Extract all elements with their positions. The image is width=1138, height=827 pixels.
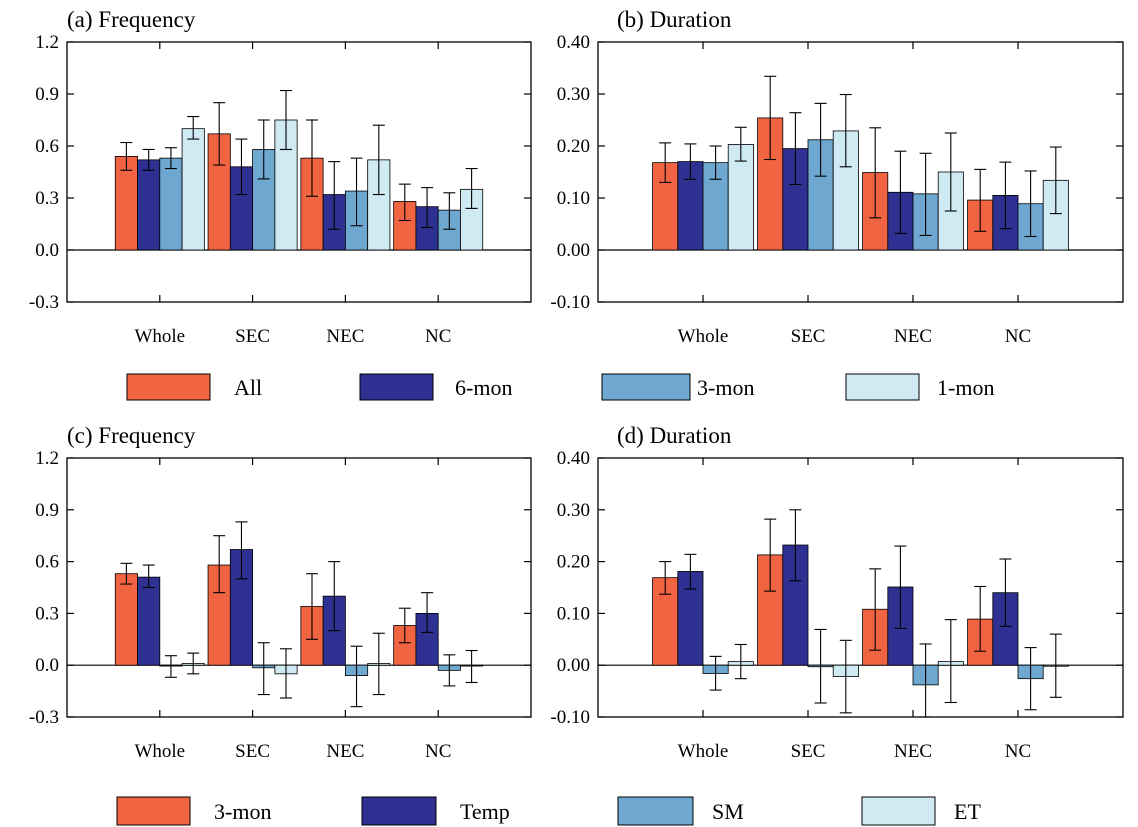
legend-swatch (361, 796, 437, 826)
legend-1: All 6-mon 3-mon 1-mon (126, 373, 994, 401)
y-tick-label: 0.20 (557, 552, 590, 573)
y-tick-label: 0.0 (35, 240, 59, 261)
legend-swatch (359, 373, 434, 401)
panel-title: (a) Frequency (67, 7, 196, 32)
plot-frame (66, 41, 532, 303)
y-tick-label: 0.00 (557, 655, 590, 676)
y-tick-label: 0.3 (35, 603, 59, 624)
legend-label: Temp (460, 799, 510, 824)
chart-panel-2: (b) Duration -0.10 0.00 0.10 0.20 0.30 0.40 Who… (550, 7, 1124, 347)
bar (727, 144, 754, 251)
category-label: SEC (791, 326, 826, 347)
category-label: NEC (894, 741, 932, 762)
category-label: NC (1005, 326, 1031, 347)
legend-label: ET (954, 799, 981, 824)
bar (114, 573, 138, 666)
plot-frame (597, 41, 1124, 303)
y-tick-label: 0.6 (35, 552, 59, 573)
y-tick-label: 0.3 (35, 188, 59, 209)
y-tick-label: -0.3 (29, 707, 59, 728)
category-label: NEC (326, 326, 364, 347)
legend-swatch (861, 796, 936, 826)
y-tick-label: 0.40 (557, 448, 590, 469)
category-label: SEC (235, 741, 270, 762)
y-tick-label: 0.9 (35, 84, 59, 105)
legend-swatch (116, 796, 191, 826)
y-tick-label: 0.30 (557, 500, 590, 521)
legend-label: 3-mon (697, 375, 754, 400)
category-label: NEC (894, 326, 932, 347)
y-tick-label: 0.6 (35, 136, 59, 157)
legend-2: 3-mon Temp SM ET (116, 796, 981, 826)
y-tick-label: 0.10 (557, 603, 590, 624)
y-tick-label: -0.10 (550, 707, 590, 728)
y-tick-label: 1.2 (35, 448, 59, 469)
y-tick-label: 0.00 (557, 240, 590, 261)
y-tick-label: -0.3 (29, 292, 59, 313)
category-label: Whole (134, 326, 185, 347)
category-label: SEC (235, 326, 270, 347)
legend-label: 3-mon (214, 799, 271, 824)
legend-label: 1-mon (937, 375, 994, 400)
category-label: NC (425, 326, 451, 347)
legend-swatch (845, 373, 920, 401)
panel-title: (b) Duration (617, 7, 732, 32)
bar (137, 576, 161, 666)
y-tick-label: 0.40 (557, 32, 590, 53)
category-label: Whole (678, 326, 729, 347)
category-label: Whole (678, 741, 729, 762)
panel-title: (d) Duration (617, 423, 732, 448)
category-label: NC (1005, 741, 1031, 762)
category-label: NC (425, 741, 451, 762)
y-tick-label: 0.9 (35, 500, 59, 521)
legend-swatch (126, 373, 211, 401)
bar (181, 128, 205, 251)
y-tick-label: 0.0 (35, 655, 59, 676)
category-label: NEC (326, 741, 364, 762)
chart-panel-1: (a) Frequency -0.3 0.0 0.3 0.6 0.9 1.2 Whole SEC… (29, 7, 532, 347)
legend-label: SM (712, 799, 744, 824)
bar (159, 157, 183, 251)
legend-label: 6-mon (455, 375, 512, 400)
y-tick-label: 1.2 (35, 32, 59, 53)
plot-frame (597, 457, 1124, 718)
plot-frame (66, 457, 532, 718)
legend-swatch (617, 796, 694, 826)
chart-panel-4: (d) Duration -0.10 0.00 0.10 0.20 0.30 0.40 Who… (550, 423, 1124, 762)
category-label: Whole (134, 741, 185, 762)
category-label: SEC (791, 741, 826, 762)
legend-swatch (601, 373, 691, 401)
panel-title: (c) Frequency (67, 423, 196, 448)
chart-panel-3: (c) Frequency -0.3 0.0 0.3 0.6 0.9 1.2 Whole SEC… (29, 423, 532, 762)
y-tick-label: 0.20 (557, 136, 590, 157)
bar (137, 159, 161, 251)
y-tick-label: 0.30 (557, 84, 590, 105)
y-tick-label: -0.10 (550, 292, 590, 313)
legend-label: All (234, 375, 262, 400)
y-tick-label: 0.10 (557, 188, 590, 209)
